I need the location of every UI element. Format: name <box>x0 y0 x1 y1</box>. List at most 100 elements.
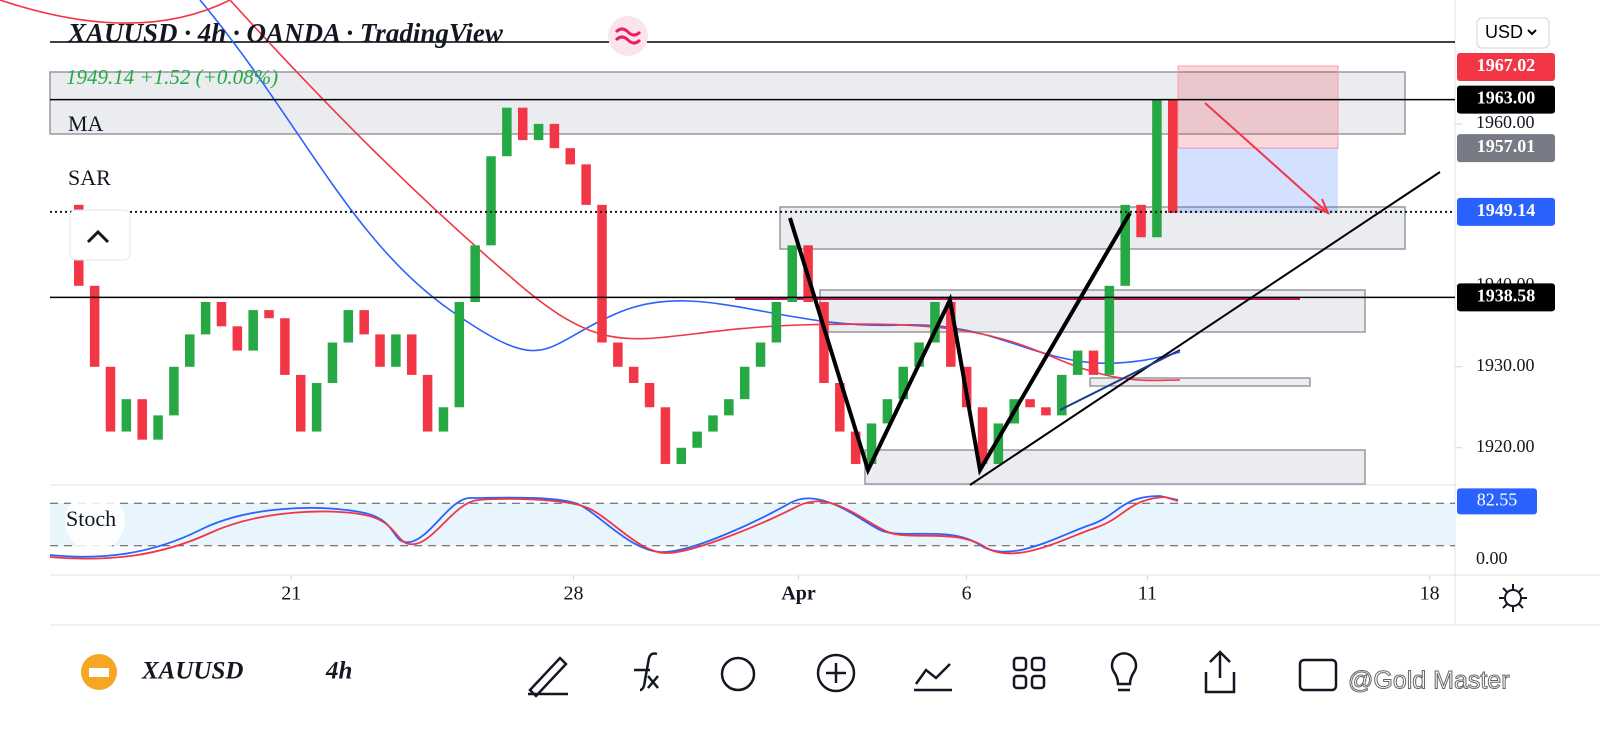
x-tick-label: 18 <box>1420 583 1440 605</box>
trend-line <box>1059 349 1181 411</box>
y-tick-label: 1920.00 <box>1476 436 1535 456</box>
candle <box>375 334 385 367</box>
candle <box>1104 285 1115 375</box>
candle <box>359 310 369 335</box>
watermark: @Gold Master <box>1348 667 1510 695</box>
price-tag-label: 1957.01 <box>1477 136 1536 156</box>
candle <box>200 302 211 335</box>
chart-pane <box>50 0 1455 485</box>
candle <box>89 285 100 367</box>
candle <box>105 366 116 432</box>
toolbar-symbol[interactable]: XAUUSD <box>141 658 243 685</box>
indicators-icon[interactable] <box>914 663 952 692</box>
candle <box>692 431 702 448</box>
candle <box>502 107 512 157</box>
stoch-label: Stoch <box>66 506 116 531</box>
candle <box>549 123 560 149</box>
candle <box>169 366 179 416</box>
candle <box>264 310 274 319</box>
price-tag-label: 1938.58 <box>1477 285 1536 305</box>
candle <box>153 415 163 440</box>
candle <box>565 148 576 165</box>
candle <box>866 423 877 464</box>
add-icon[interactable] <box>816 653 856 693</box>
time-axis: 21 28 Apr 6 11 18 <box>281 575 1440 605</box>
candle <box>914 342 924 367</box>
alert-icon[interactable] <box>720 656 756 692</box>
x-tick-label: 21 <box>281 583 301 605</box>
candle <box>835 382 845 432</box>
candle <box>486 156 496 246</box>
candle <box>946 302 956 367</box>
zone <box>1089 377 1311 387</box>
candle <box>819 302 829 383</box>
replay-icon[interactable] <box>1298 658 1338 692</box>
price-tag-label: 1967.02 <box>1477 55 1536 75</box>
stoch-tick-label: 0.00 <box>1476 548 1508 568</box>
currency-button[interactable] <box>1476 17 1550 49</box>
candle <box>470 245 480 303</box>
toolbar-interval[interactable]: 4h <box>325 658 352 685</box>
candle <box>1041 407 1051 416</box>
price-tag <box>1457 85 1555 114</box>
candle <box>121 399 132 432</box>
price-tag <box>1457 53 1555 82</box>
symbol-title: XAUUSD · 4h · OANDA · TradingView <box>67 18 504 48</box>
price-tag-label: 1949.14 <box>1477 200 1536 220</box>
candle <box>137 399 147 440</box>
candle <box>1057 374 1067 416</box>
ideas-icon[interactable] <box>1110 652 1138 692</box>
draw-icon[interactable] <box>528 656 568 698</box>
indicator-label: MA <box>68 111 104 136</box>
candle <box>311 382 322 432</box>
chevron <box>1527 29 1537 36</box>
candle <box>613 342 623 367</box>
y-tick-label: 1930.00 <box>1476 355 1535 375</box>
share-icon[interactable] <box>1204 650 1236 694</box>
logo-badge <box>65 491 125 551</box>
candle <box>660 407 671 464</box>
candle <box>771 302 782 343</box>
indicator-label: SAR <box>68 165 111 190</box>
candle <box>343 310 354 343</box>
candle <box>724 399 734 416</box>
candle <box>406 334 417 375</box>
candle <box>1072 350 1083 375</box>
candle <box>644 382 655 408</box>
candle <box>1120 204 1130 286</box>
candle <box>327 342 338 383</box>
candle <box>676 447 687 464</box>
x-tick-label: 6 <box>962 583 972 605</box>
candle <box>185 334 195 367</box>
candle <box>930 302 940 343</box>
ma-red-start <box>0 0 231 24</box>
trend-line <box>969 171 1441 486</box>
stoch-tag-label: 82.55 <box>1477 490 1518 510</box>
market-icon-wave <box>614 27 642 45</box>
candles <box>50 98 1455 464</box>
price-tag <box>1457 283 1555 312</box>
candle <box>882 399 893 424</box>
candle <box>454 302 465 408</box>
price-tag <box>1457 197 1555 226</box>
chevron-up <box>86 229 110 244</box>
candle <box>977 407 988 464</box>
candle <box>597 204 607 343</box>
zone <box>779 206 1406 250</box>
gold-bar <box>89 668 109 677</box>
quote: 1949.14 +1.52 (+0.08%) <box>66 65 278 89</box>
settings-icon[interactable] <box>1499 584 1527 612</box>
stoch-pane: 0.00 82.55 <box>50 488 1537 568</box>
candle <box>739 366 750 400</box>
stoch-tag <box>1457 488 1537 515</box>
x-tick-label: Apr <box>781 583 816 605</box>
candle <box>438 407 449 432</box>
candle <box>517 107 528 141</box>
candle <box>280 318 290 375</box>
candle <box>708 415 718 432</box>
target-zone <box>1178 148 1338 213</box>
fx-icon[interactable] <box>634 652 659 692</box>
toolbar-icons <box>528 650 1338 698</box>
stoch-band <box>50 503 1455 546</box>
